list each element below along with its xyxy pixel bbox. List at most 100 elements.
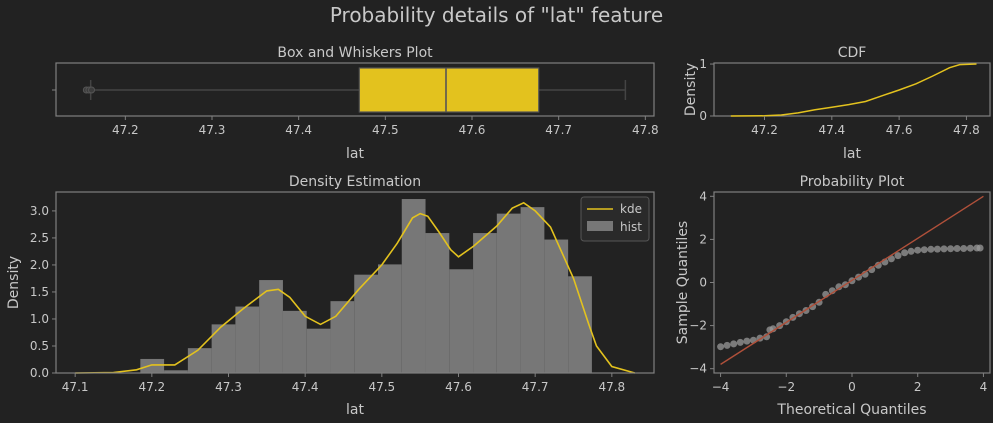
box-plot-xtick-label: 47.4 bbox=[285, 123, 312, 137]
figure-suptitle: Probability details of "lat" feature bbox=[329, 3, 664, 27]
hist-bar bbox=[520, 207, 545, 373]
hist-bar bbox=[164, 370, 188, 373]
cdf-ytick-label: 0 bbox=[699, 109, 707, 123]
qq-point bbox=[940, 245, 948, 253]
density-xlabel: lat bbox=[346, 402, 364, 418]
box-plot-xtick-label: 47.5 bbox=[372, 123, 399, 137]
box-outlier bbox=[88, 86, 96, 94]
density-xtick-label: 47.1 bbox=[62, 380, 89, 394]
qq-point bbox=[717, 343, 725, 351]
hist-bar bbox=[330, 301, 355, 373]
hist-bar bbox=[187, 348, 212, 373]
qq-point bbox=[730, 340, 738, 348]
hist-bar bbox=[306, 328, 331, 373]
density-xtick-label: 47.5 bbox=[368, 380, 395, 394]
qq-point bbox=[723, 341, 731, 349]
box-plot-title: Box and Whiskers Plot bbox=[277, 45, 433, 61]
prob-plot-xtick-label: 4 bbox=[980, 380, 988, 394]
density-xtick-label: 47.6 bbox=[445, 380, 472, 394]
hist-bar bbox=[568, 276, 592, 373]
box-plot-xtick-label: 47.8 bbox=[632, 123, 659, 137]
cdf-ytick-label: 1 bbox=[699, 57, 707, 71]
box-iqr bbox=[358, 67, 540, 113]
qq-point bbox=[894, 252, 902, 260]
legend-hist-label: hist bbox=[620, 220, 642, 234]
qq-point bbox=[835, 283, 843, 291]
qq-point bbox=[914, 246, 922, 254]
box-plot-xtick-label: 47.7 bbox=[545, 123, 572, 137]
cdf-xtick-label: 47.8 bbox=[953, 123, 980, 137]
prob-plot-ytick-label: 0 bbox=[699, 276, 707, 290]
qq-point bbox=[976, 244, 984, 252]
hist-bar bbox=[354, 274, 378, 373]
density-ytick-label: 0.5 bbox=[30, 339, 49, 353]
density-xtick-label: 47.3 bbox=[215, 380, 242, 394]
density-ytick-label: 2.0 bbox=[30, 258, 49, 272]
qq-point bbox=[947, 245, 955, 253]
qq-point bbox=[736, 338, 744, 346]
qq-point bbox=[920, 246, 928, 254]
prob-plot-xtick-label: 2 bbox=[914, 380, 922, 394]
qq-fit-line bbox=[720, 195, 984, 365]
density-ytick-label: 1.5 bbox=[30, 285, 49, 299]
qq-point bbox=[868, 266, 876, 274]
hist-bar bbox=[473, 233, 497, 373]
hist-bar bbox=[211, 324, 236, 373]
hist-bar bbox=[449, 269, 474, 373]
box-plot-xtick-label: 47.2 bbox=[112, 123, 139, 137]
hist-bar bbox=[140, 358, 165, 373]
qq-point bbox=[927, 245, 935, 253]
qq-point bbox=[874, 261, 882, 269]
qq-point bbox=[907, 247, 915, 255]
density-ytick-label: 3.0 bbox=[30, 204, 49, 218]
density-xtick-label: 47.2 bbox=[138, 380, 165, 394]
prob-plot-title: Probability Plot bbox=[800, 174, 905, 190]
hist-bar bbox=[401, 199, 426, 373]
cdf-frame bbox=[713, 62, 991, 117]
kde-line bbox=[75, 201, 636, 374]
hist-bar bbox=[544, 239, 569, 373]
prob-plot-ytick-label: −2 bbox=[689, 319, 707, 333]
hist-bar bbox=[378, 264, 402, 373]
density-xtick-label: 47.7 bbox=[522, 380, 549, 394]
qq-point bbox=[933, 245, 941, 253]
prob-plot-xlabel: Theoretical Quantiles bbox=[776, 402, 926, 418]
box-plot-xtick-label: 47.3 bbox=[199, 123, 226, 137]
hist-bar bbox=[425, 233, 450, 373]
qq-point bbox=[953, 245, 961, 252]
density-xtick-label: 47.8 bbox=[598, 380, 625, 394]
cdf-line bbox=[730, 63, 977, 117]
hist-bar bbox=[235, 306, 260, 373]
hist-bar bbox=[496, 213, 521, 373]
density-ytick-label: 2.5 bbox=[30, 231, 49, 245]
prob-plot-ytick-label: 4 bbox=[699, 189, 707, 203]
density-title: Density Estimation bbox=[289, 174, 421, 190]
prob-plot-ytick-label: 2 bbox=[699, 232, 707, 246]
prob-plot-xtick-label: 0 bbox=[848, 380, 856, 394]
qq-point bbox=[966, 244, 974, 252]
cdf-title: CDF bbox=[838, 45, 867, 61]
density-ylabel: Density bbox=[6, 256, 22, 309]
density-ytick-label: 0.0 bbox=[30, 366, 49, 380]
hist-bar bbox=[282, 310, 307, 373]
box-plot-xlabel: lat bbox=[346, 146, 364, 162]
qq-point bbox=[960, 245, 968, 252]
cdf-xtick-label: 47.4 bbox=[818, 123, 845, 137]
cdf-xlabel: lat bbox=[843, 146, 861, 162]
cdf-xtick-label: 47.6 bbox=[886, 123, 913, 137]
density-xtick-label: 47.4 bbox=[292, 380, 319, 394]
legend-kde-label: kde bbox=[620, 202, 642, 216]
legend-hist-swatch bbox=[587, 221, 613, 231]
prob-plot-ytick-label: −4 bbox=[689, 362, 707, 376]
prob-plot-ylabel: Sample Quantiles bbox=[675, 221, 691, 344]
hist-bar bbox=[259, 280, 283, 373]
density-ytick-label: 1.0 bbox=[30, 312, 49, 326]
qq-point bbox=[901, 249, 909, 257]
box-plot-xtick-label: 47.6 bbox=[459, 123, 486, 137]
qq-point bbox=[769, 325, 777, 333]
qq-point bbox=[743, 337, 751, 345]
cdf-ylabel: Density bbox=[683, 63, 699, 116]
cdf-xtick-label: 47.2 bbox=[751, 123, 778, 137]
qq-point bbox=[763, 333, 771, 341]
